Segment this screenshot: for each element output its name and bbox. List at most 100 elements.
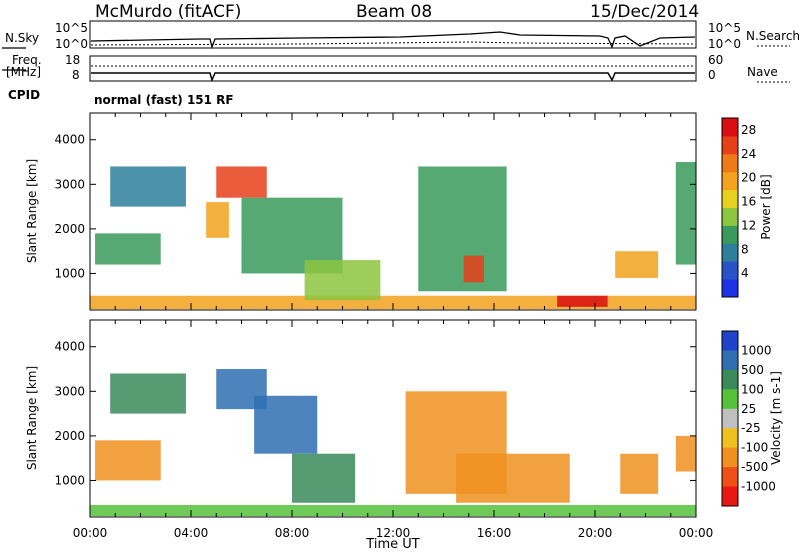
echo-region [463, 255, 484, 283]
colorbar-tick-label: 12 [741, 218, 756, 232]
cpid-text: normal (fast) 151 RF [94, 93, 234, 107]
colorbar-tick-label: 16 [741, 195, 756, 209]
colorbar-cell [722, 171, 738, 191]
velocity-echo-regions [90, 369, 696, 517]
colorbar-tick-label: 28 [741, 123, 756, 137]
y-tick-label: 2000 [54, 222, 85, 236]
nsky-tick-high: 10^5 [55, 21, 88, 35]
colorbar-tick-label: -1000 [741, 480, 776, 494]
y-tick-label: 2000 [54, 429, 85, 443]
colorbar-cell [722, 331, 738, 351]
echo-region [620, 453, 659, 494]
time-axis-label: Time UT [365, 537, 419, 552]
echo-region [292, 453, 356, 503]
echo-region [254, 395, 318, 454]
power-colorbar: 4 8 12 16 20 24 28 Power [dB] [721, 117, 773, 298]
colorbar-cell [722, 467, 738, 488]
colorbar-tick-label: 8 [741, 242, 749, 256]
freq-frame [89, 55, 697, 82]
echo-region [90, 295, 696, 310]
colorbar-cell [722, 369, 738, 390]
nsearch-label: N.Search [746, 29, 800, 43]
echo-region [615, 251, 659, 278]
echo-region [304, 260, 381, 301]
echo-region [675, 162, 696, 265]
velocity-colorbar-label: Velocity [m s-1] [769, 371, 783, 465]
time-tick-label: 04:00 [174, 526, 209, 540]
power-x-ticks [89, 113, 697, 310]
time-tick-label: 00:00 [679, 526, 714, 540]
colorbar-cell [722, 153, 738, 173]
colorbar-cell [722, 207, 738, 226]
velocity-y-ticks: 1000 2000 3000 4000 [54, 340, 696, 487]
velocity-colorbar: 1000 500 100 25 -25 -100 -500 -1000 Velocity [m… [721, 330, 783, 507]
colorbar-tick-label: -25 [741, 421, 761, 435]
time-tick-label: 16:00 [477, 526, 512, 540]
colorbar-cell [722, 261, 738, 280]
colorbar-cell [722, 447, 738, 468]
colorbar-cell [722, 389, 738, 410]
cpid-label: CPID [8, 88, 41, 102]
echo-region [95, 233, 161, 265]
nsky-frame [89, 20, 697, 49]
velocity-x-ticks [89, 320, 697, 517]
echo-region [418, 166, 507, 292]
y-tick-label: 3000 [54, 384, 85, 398]
nave-trace [91, 72, 695, 83]
velocity-colorbar-frame [721, 330, 739, 507]
colorbar-cell [722, 135, 738, 155]
y-tick-label: 4000 [54, 340, 85, 354]
time-tick-label: 20:00 [578, 526, 613, 540]
velocity-colorbar-cells [722, 331, 738, 507]
echo-region [216, 166, 267, 198]
nave-tick-low: 0 [708, 68, 716, 82]
freq-label: Freq. [12, 53, 42, 67]
echo-region [456, 453, 570, 503]
echo-region [95, 440, 161, 481]
y-tick-label: 1000 [54, 266, 85, 280]
power-panel-frame [89, 112, 697, 311]
echo-region [557, 295, 608, 307]
colorbar-tick-label: 100 [741, 382, 764, 396]
date-title: 15/Dec/2014 [590, 2, 700, 22]
station-title: McMurdo (fitACF) [95, 2, 242, 22]
nsky-label: N.Sky [5, 31, 40, 45]
nsky-trace [90, 31, 696, 50]
time-tick-label: 00:00 [73, 526, 108, 540]
nave-label: Nave [747, 65, 778, 79]
velocity-ylabel: Slant Range [km] [25, 366, 39, 470]
freq-tick-high: 18 [65, 53, 81, 67]
nave-tick-high: 60 [708, 53, 724, 67]
y-tick-label: 1000 [54, 473, 85, 487]
colorbar-tick-label: 1000 [741, 343, 772, 357]
echo-region [110, 373, 186, 414]
nsky-tick-low: 10^0 [55, 37, 88, 51]
power-colorbar-frame [721, 117, 739, 298]
velocity-colorbar-ticks: 1000 500 100 25 -25 -100 -500 -1000 [741, 343, 776, 493]
nsearch-tick-low: 10^0 [708, 37, 741, 51]
colorbar-tick-label: -500 [741, 460, 768, 474]
time-axis-labels: 00:00 04:00 08:00 12:00 16:00 20:00 00:00 [73, 526, 714, 540]
power-panel: 1000 2000 3000 4000 Slant Range [km] [25, 112, 697, 311]
colorbar-cell [722, 225, 738, 244]
velocity-panel-frame [89, 319, 697, 518]
power-colorbar-ticks: 4 8 12 16 20 24 28 [741, 123, 756, 280]
param-panel [2, 20, 790, 83]
y-tick-label: 4000 [54, 133, 85, 147]
colorbar-cell [722, 279, 738, 298]
colorbar-tick-label: 24 [741, 147, 756, 161]
time-tick-label: 12:00 [376, 526, 411, 540]
colorbar-cell [722, 118, 738, 137]
colorbar-tick-label: 500 [741, 363, 764, 377]
velocity-panel: 1000 2000 3000 4000 Slant Range [km] [25, 319, 697, 518]
colorbar-tick-label: 25 [741, 402, 756, 416]
freq-unit-label: [MHz] [6, 65, 42, 79]
colorbar-tick-label: 20 [741, 171, 756, 185]
colorbar-cell [722, 408, 738, 429]
nsearch-tick-high: 10^5 [708, 21, 741, 35]
echo-region [206, 202, 229, 238]
nsearch-trace [90, 41, 696, 46]
beam-title: Beam 08 [356, 2, 433, 22]
time-tick-label: 08:00 [275, 526, 310, 540]
